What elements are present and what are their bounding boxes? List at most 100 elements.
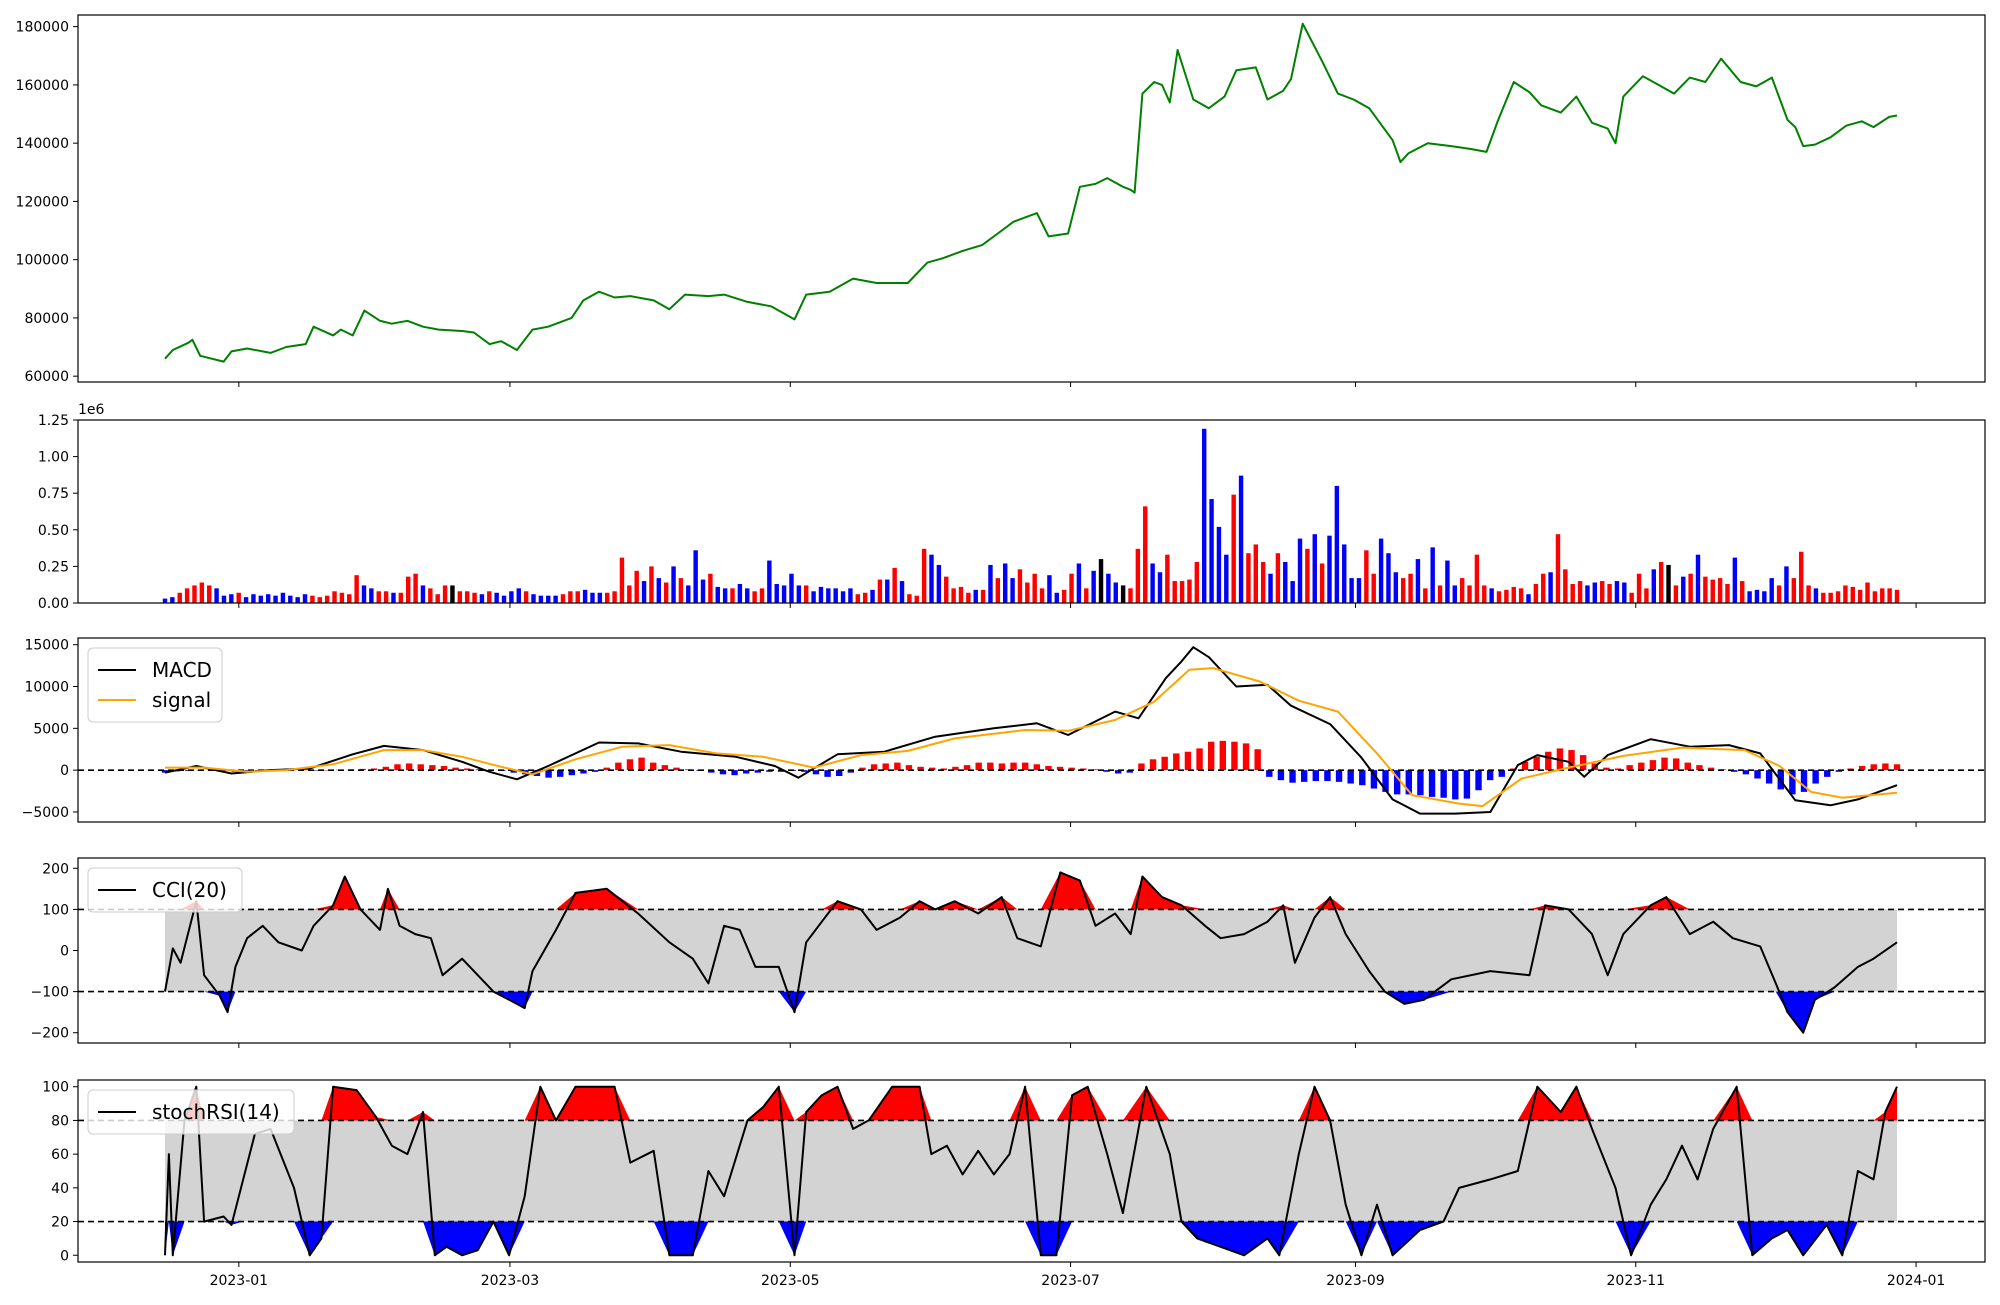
histogram-bar bbox=[1533, 756, 1540, 771]
overbought-fill bbox=[165, 1086, 1897, 1121]
volume-bar bbox=[597, 592, 603, 603]
y-tick-label: 40 bbox=[51, 1181, 69, 1197]
histogram-bar bbox=[1324, 770, 1331, 782]
volume-bar bbox=[1585, 585, 1590, 603]
volume-bar bbox=[1061, 589, 1067, 603]
histogram-bar bbox=[1765, 770, 1773, 784]
volume-bar bbox=[1157, 572, 1163, 603]
volume-bar bbox=[369, 588, 374, 603]
volume-bar bbox=[494, 592, 499, 603]
volume-bar bbox=[1076, 563, 1082, 603]
histogram-bar bbox=[1266, 770, 1273, 777]
y-tick-label: −5000 bbox=[22, 805, 69, 821]
volume-bar bbox=[988, 564, 993, 603]
volume-bar bbox=[737, 583, 743, 603]
oversold-fill bbox=[165, 991, 1897, 1033]
volume-bar bbox=[487, 591, 492, 603]
histogram-bar bbox=[940, 768, 948, 771]
histogram-bar bbox=[405, 763, 413, 771]
histogram-bar bbox=[580, 770, 587, 774]
volume-bar bbox=[258, 595, 264, 603]
volume-bar bbox=[523, 591, 529, 603]
histogram-bar bbox=[1091, 769, 1099, 771]
volume-bar bbox=[1880, 588, 1885, 603]
volume-bar bbox=[671, 566, 676, 603]
histogram-bar bbox=[1312, 770, 1319, 782]
histogram-bar bbox=[812, 770, 820, 775]
volume-bar bbox=[1113, 582, 1118, 603]
plot-area-stochrsi bbox=[78, 1085, 1985, 1257]
series-line-stochrsi-14- bbox=[164, 1085, 1898, 1257]
volume-bar bbox=[1002, 563, 1008, 603]
volume-bar bbox=[1843, 585, 1848, 603]
volume-bar bbox=[214, 588, 219, 603]
histogram-bar bbox=[638, 757, 645, 771]
y-tick-label: 120000 bbox=[16, 194, 69, 210]
histogram-bar bbox=[615, 762, 622, 771]
histogram-bar bbox=[882, 763, 889, 771]
histogram-bar bbox=[975, 762, 982, 771]
volume-bar bbox=[1695, 554, 1701, 603]
volume-bar bbox=[980, 589, 986, 603]
volume-bar bbox=[1371, 573, 1376, 603]
volume-bar bbox=[1423, 588, 1428, 603]
volume-bar bbox=[472, 592, 477, 603]
volume-bar bbox=[619, 557, 625, 603]
volume-bar bbox=[722, 588, 728, 603]
volume-bar bbox=[310, 595, 315, 603]
volume-bar bbox=[899, 581, 905, 603]
y-tick-label: 100000 bbox=[16, 253, 69, 269]
volume-bar bbox=[1319, 563, 1325, 603]
histogram-bar bbox=[1754, 770, 1761, 779]
volume-bar bbox=[1275, 553, 1281, 603]
volume-bar bbox=[347, 594, 352, 603]
axes-frame bbox=[77, 1079, 1986, 1263]
histogram-bar bbox=[870, 764, 878, 771]
volume-bar bbox=[1769, 578, 1774, 603]
histogram-bar bbox=[1452, 770, 1459, 800]
volume-bar bbox=[391, 592, 396, 603]
volume-bar bbox=[1577, 581, 1583, 603]
volume-bar bbox=[656, 578, 662, 603]
histogram-bar bbox=[719, 770, 727, 775]
volume-bar bbox=[207, 585, 212, 603]
y-tick-label: 0 bbox=[60, 763, 69, 779]
histogram-bar bbox=[766, 770, 773, 772]
histogram-bar bbox=[603, 767, 610, 771]
volume-bar bbox=[1253, 544, 1259, 603]
volume-bar bbox=[1445, 560, 1450, 603]
volume-bar bbox=[1238, 475, 1244, 603]
volume-bar bbox=[1592, 582, 1598, 603]
volume-bar bbox=[1128, 588, 1133, 603]
volume-bar bbox=[929, 554, 934, 603]
histogram-bar bbox=[1196, 748, 1203, 771]
volume-bar bbox=[1599, 581, 1605, 603]
histogram-bar bbox=[382, 766, 390, 771]
volume-bar bbox=[752, 591, 757, 603]
volume-bar bbox=[848, 588, 853, 603]
histogram-bar bbox=[545, 770, 552, 778]
volume-bar bbox=[177, 592, 182, 603]
histogram-bar bbox=[568, 770, 576, 776]
legend-label: signal bbox=[152, 688, 211, 712]
volume-bar bbox=[1673, 585, 1679, 603]
panel-cci: −200 −100 0 100 200 CCI(20) bbox=[31, 857, 1986, 1048]
volume-bar bbox=[1039, 588, 1045, 603]
legend-box bbox=[87, 1089, 295, 1135]
histogram-bar bbox=[1638, 762, 1645, 771]
histogram-bar bbox=[1545, 751, 1552, 771]
histogram-bar bbox=[928, 767, 936, 771]
volume-bar bbox=[243, 597, 249, 603]
histogram-bar bbox=[1335, 770, 1343, 782]
histogram-bar bbox=[661, 765, 669, 771]
histogram-bar bbox=[1045, 765, 1052, 771]
volume-bar bbox=[759, 588, 765, 603]
y-tick-label: 15000 bbox=[24, 638, 69, 654]
series-line-cci-20- bbox=[164, 871, 1898, 1034]
oversold-fill bbox=[165, 1221, 1897, 1256]
volume-bar bbox=[1681, 576, 1686, 603]
histogram-bar bbox=[1138, 763, 1145, 771]
volume-bar bbox=[1415, 559, 1421, 603]
volume-bar bbox=[730, 588, 735, 603]
